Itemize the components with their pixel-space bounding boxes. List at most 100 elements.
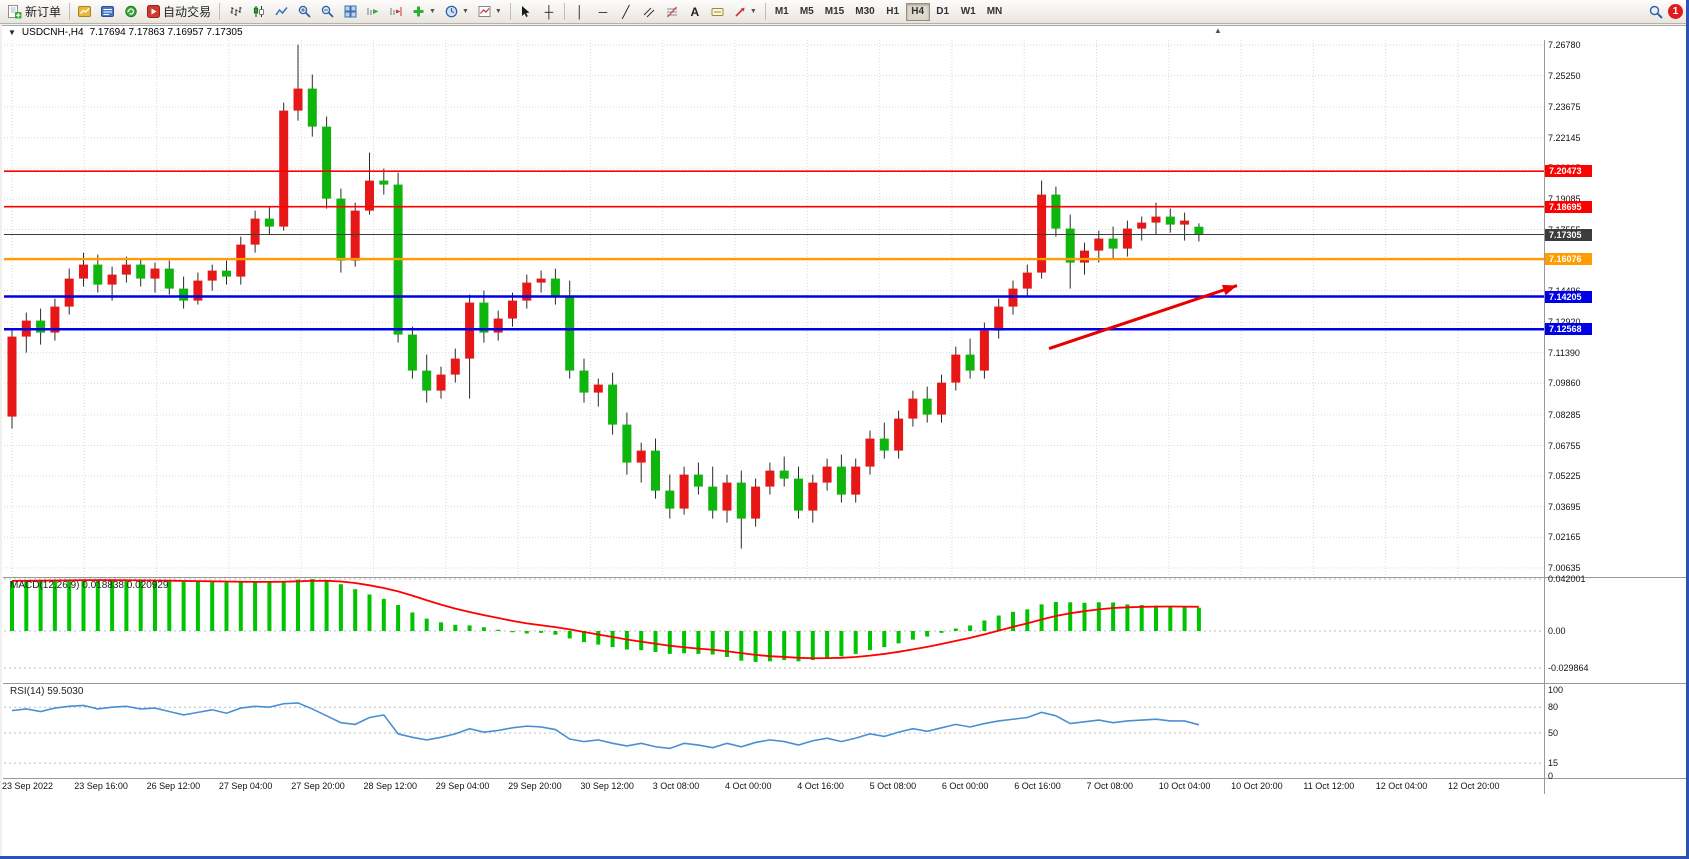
candle — [522, 274, 532, 309]
price-axis-label: 7.09860 — [1548, 378, 1581, 389]
candle — [250, 210, 260, 253]
candle — [1194, 223, 1204, 242]
trendline-tool-button[interactable]: ╱ — [615, 2, 637, 22]
macd-panel-separator[interactable] — [3, 577, 1686, 578]
rsi-label: RSI(14) 59.5030 — [10, 686, 84, 697]
candle — [436, 366, 446, 399]
chart-shift-button[interactable] — [385, 2, 407, 22]
crosshair-tool-button[interactable]: ┼ — [538, 2, 560, 22]
candle — [550, 268, 560, 305]
rsi-axis-label: 100 — [1548, 685, 1564, 695]
time-axis-label: 3 Oct 08:00 — [652, 781, 700, 791]
candle — [579, 358, 589, 403]
main-chart-canvas[interactable] — [4, 40, 1544, 577]
price-axis-label: 7.06755 — [1548, 440, 1581, 451]
candle — [693, 462, 703, 495]
macd-signal-line — [11, 579, 1199, 660]
window-menu-icon[interactable]: ▼ — [8, 28, 16, 37]
timeframe-d1-button[interactable]: D1 — [936, 6, 950, 17]
trend-arrow[interactable] — [1048, 284, 1238, 351]
candle — [1108, 226, 1118, 259]
line-chart-button[interactable] — [270, 2, 292, 22]
trend-arrow-head[interactable] — [1221, 284, 1237, 296]
bar-chart-button[interactable] — [224, 2, 246, 22]
timeframe-mn-button[interactable]: MN — [986, 6, 1003, 17]
macd-histogram-bar — [38, 580, 43, 631]
zoom-out-icon — [321, 5, 334, 18]
fibonacci-tool-button[interactable] — [661, 2, 683, 22]
time-axis-label: 26 Sep 12:00 — [146, 781, 201, 791]
text-label-tool-button[interactable] — [707, 2, 729, 22]
candle — [64, 268, 74, 315]
auto-scroll-button[interactable] — [362, 2, 384, 22]
time-axis-label: 12 Oct 04:00 — [1375, 781, 1428, 791]
candle — [508, 292, 517, 327]
chart-shift-marker[interactable]: ▲ — [1214, 26, 1222, 35]
cursor-tool-button[interactable] — [515, 2, 537, 22]
rsi-panel-canvas[interactable] — [4, 684, 1544, 778]
current-price-badge: 7.17305 — [1545, 228, 1592, 241]
vertical-line-tool-button[interactable]: │ — [569, 2, 591, 22]
auto-trading-button[interactable]: 自动交易 — [143, 2, 215, 22]
time-axis-label: 12 Oct 20:00 — [1448, 781, 1500, 791]
candle — [1151, 202, 1161, 235]
indicators-button[interactable]: ▼ — [408, 2, 440, 22]
channel-tool-button[interactable] — [638, 2, 660, 22]
timeframe-m5-button[interactable]: M5 — [799, 6, 814, 17]
new-order-label: 新订单 — [25, 5, 62, 19]
profiles-icon — [101, 6, 115, 17]
text-label-icon — [711, 7, 724, 16]
vertical-line-icon: │ — [576, 4, 584, 19]
new-chart-button[interactable] — [74, 2, 96, 22]
candle — [422, 354, 432, 403]
profiles-button[interactable] — [97, 2, 119, 22]
text-tool-button[interactable]: A — [684, 2, 706, 22]
templates-button[interactable]: ▼ — [474, 2, 506, 22]
refresh-button[interactable] — [120, 2, 142, 22]
macd-histogram-bar — [953, 628, 958, 631]
arrows-tool-button[interactable]: ▼ — [730, 2, 761, 22]
price-axis-label: 7.02165 — [1548, 532, 1581, 543]
periods-button[interactable]: ▼ — [441, 2, 473, 22]
candlestick-chart-button[interactable] — [247, 2, 269, 22]
tile-windows-button[interactable] — [339, 2, 361, 22]
candle — [93, 254, 103, 293]
horizontal-line-tool-button[interactable]: ─ — [592, 2, 614, 22]
candle — [593, 378, 603, 407]
search-button[interactable] — [1645, 2, 1667, 22]
candle — [222, 260, 231, 285]
timeframe-m30-button[interactable]: M30 — [855, 6, 875, 17]
candle — [708, 466, 718, 519]
timeframe-h1-button[interactable]: H1 — [886, 6, 900, 17]
macd-histogram-bar — [253, 582, 258, 631]
macd-histogram-bar — [381, 598, 386, 631]
candle — [622, 412, 632, 475]
macd-histogram-bar — [567, 631, 572, 639]
notification-badge[interactable]: 1 — [1668, 4, 1683, 19]
zoom-in-button[interactable] — [293, 2, 315, 22]
macd-panel-canvas[interactable] — [4, 578, 1544, 683]
price-axis-separator — [1544, 40, 1545, 794]
macd-histogram-bar — [396, 605, 401, 631]
candle — [264, 206, 274, 235]
macd-histogram-bar — [524, 631, 529, 634]
indicators-icon — [413, 6, 424, 17]
rsi-axis-label: 80 — [1548, 702, 1559, 713]
timeframe-w1-button[interactable]: W1 — [960, 6, 976, 17]
timeframe-m15-button[interactable]: M15 — [824, 6, 845, 17]
rsi-panel-separator[interactable] — [3, 683, 1686, 684]
candle — [107, 266, 117, 301]
candle — [293, 44, 303, 121]
macd-histogram-bar — [667, 631, 672, 654]
macd-histogram-bar — [324, 580, 329, 631]
macd-histogram-bar — [968, 625, 973, 631]
new-order-button[interactable]: 新订单 — [3, 2, 65, 22]
macd-histogram-bar — [67, 579, 72, 631]
symbol-period-label: USDCNH-,H4 — [21, 27, 84, 38]
candle — [851, 458, 861, 503]
candle — [493, 310, 503, 341]
timeframe-m1-button[interactable]: M1 — [774, 6, 789, 17]
zoom-out-button[interactable] — [316, 2, 338, 22]
timeframe-h4-button[interactable]: H4 — [905, 2, 930, 21]
